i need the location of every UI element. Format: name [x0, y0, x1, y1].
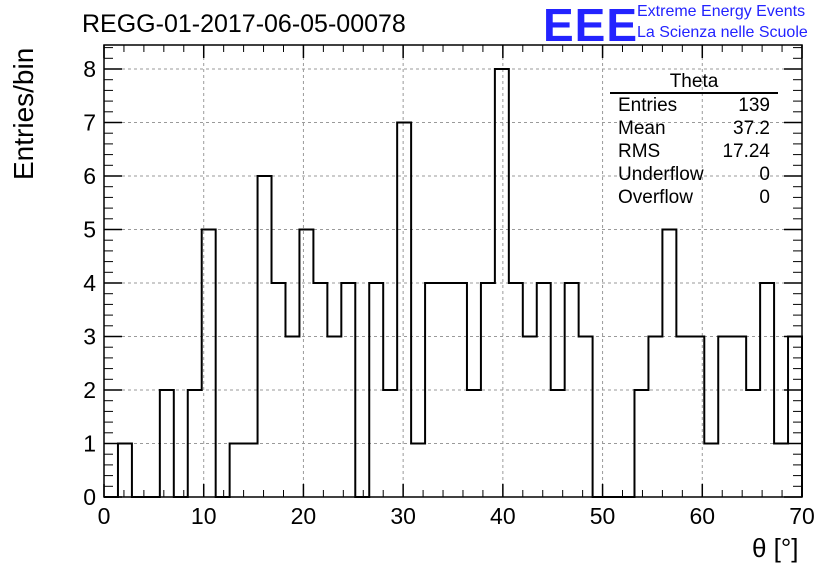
stats-value: 17.24: [722, 141, 770, 162]
y-tick-label: 5: [83, 217, 96, 243]
stats-rows: Entries 139 Mean 37.2 RMS 17.24 Underflow 0 Over…: [610, 94, 778, 209]
y-tick-label: 4: [83, 270, 96, 296]
x-tick-label: 10: [191, 503, 217, 529]
chart-title: REGG-01-2017-06-05-00078: [82, 10, 406, 38]
y-axis-label: Entries/bin: [8, 47, 39, 180]
x-tick-label: 60: [689, 503, 715, 529]
y-tick-label: 7: [83, 110, 96, 136]
x-tick-label: 30: [390, 503, 416, 529]
stats-row: Overflow 0: [610, 186, 778, 209]
y-tick-labels: 0 1 2 3 4 5 6 7 8: [83, 56, 96, 510]
eee-logo: EEE: [543, 0, 639, 51]
x-axis-label: θ [°]: [752, 533, 799, 563]
x-tick-label: 70: [789, 503, 815, 529]
stats-value: 0: [759, 164, 770, 185]
y-tick-label: 3: [83, 324, 96, 350]
x-tick-label: 0: [98, 503, 111, 529]
stats-value: 0: [759, 187, 770, 208]
stats-row: RMS 17.24: [610, 140, 778, 163]
y-tick-label: 6: [83, 163, 96, 189]
logo-line-1: Extreme Energy Events: [637, 3, 806, 20]
x-tick-labels: 0 10 20 30 40 50 60 70: [98, 503, 815, 529]
stats-value: 139: [738, 95, 770, 116]
y-tick-label: 0: [83, 484, 96, 510]
stats-label: Overflow: [618, 187, 693, 208]
stats-label: RMS: [618, 141, 661, 162]
x-tick-label: 40: [490, 503, 516, 529]
x-tick-label: 20: [291, 503, 317, 529]
stats-row: Underflow 0: [610, 163, 778, 186]
stats-box: Theta Entries 139 Mean 37.2 RMS 17.24 Underflo…: [610, 72, 778, 209]
stats-label: Underflow: [618, 164, 704, 185]
plot-frame: [103, 44, 803, 498]
stats-row: Mean 37.2: [610, 117, 778, 140]
stats-label: Mean: [618, 118, 666, 139]
stats-title: Theta: [610, 72, 778, 94]
y-tick-label: 1: [83, 431, 96, 457]
stats-label: Entries: [618, 95, 678, 116]
stats-row: Entries 139: [610, 94, 778, 117]
axis-ticks: [103, 45, 803, 498]
stats-value: 37.2: [733, 118, 770, 139]
x-tick-label: 50: [590, 503, 616, 529]
y-tick-label: 2: [83, 377, 96, 403]
y-tick-label: 8: [83, 56, 96, 82]
logo-line-2: La Scienza nelle Scuole: [637, 24, 808, 41]
